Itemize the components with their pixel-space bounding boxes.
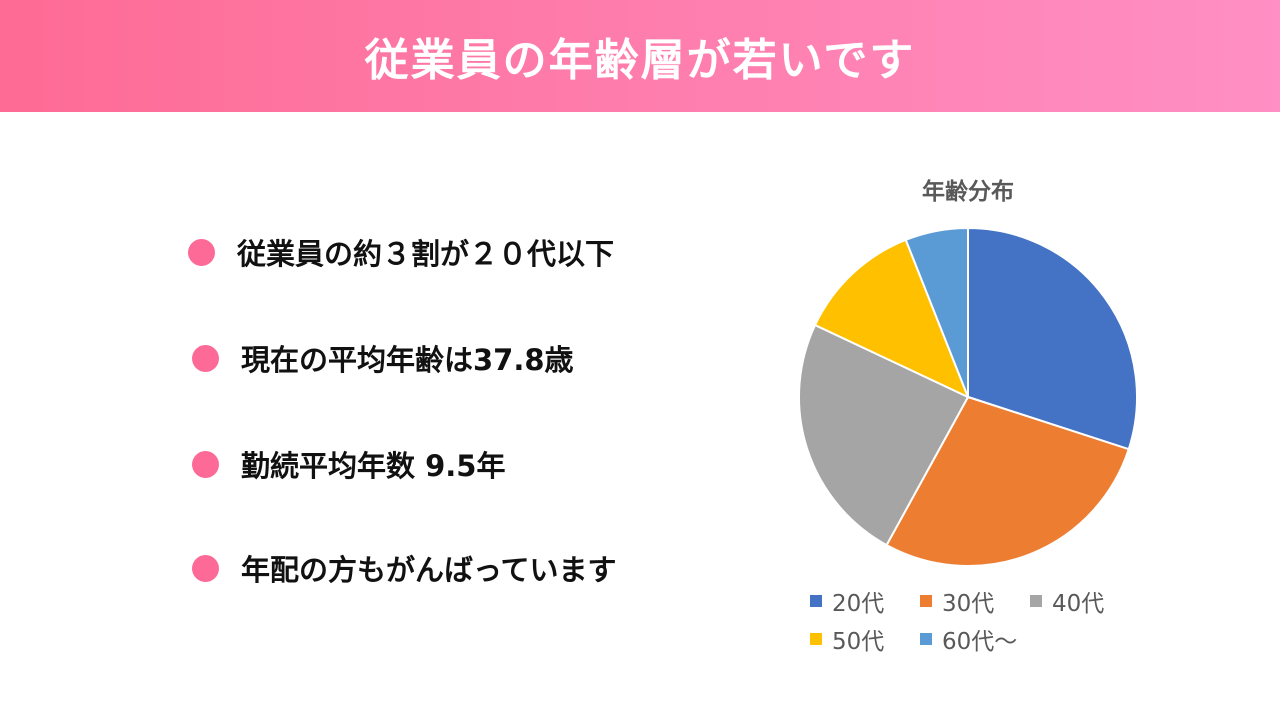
legend-item: 60代〜 (920, 622, 1017, 656)
bullet-dot-icon (192, 450, 219, 478)
legend-swatch (920, 595, 932, 607)
page-title: 従業員の年齢層が若いです (364, 35, 916, 86)
pie-slice-5 (904, 226, 969, 398)
bullet-item: 従業員の約３割が２０代以下 (188, 228, 614, 276)
bullet-item: 勤続平均年数 9.5年 (192, 440, 505, 488)
legend-item: 50代 (810, 622, 884, 656)
legend-item: 30代 (920, 584, 994, 618)
pie-slice-3 (798, 323, 970, 547)
legend-label: 50代 (832, 629, 885, 655)
bullet-dot-icon (192, 554, 219, 582)
pie-slice-4 (813, 238, 970, 399)
legend-label: 60代〜 (942, 629, 1018, 655)
legend-item: 20代 (810, 584, 884, 618)
bullet-text: 年配の方もがんばっています (241, 553, 617, 587)
bullet-dot-icon (188, 238, 215, 266)
legend-swatch (810, 633, 822, 645)
pie-slice-2 (885, 395, 1130, 567)
legend-item: 40代 (1030, 584, 1104, 618)
age-distribution-chart: 年齢分布 20代 30代 40代 50代 60代〜 (780, 160, 1160, 670)
legend-swatch (920, 633, 932, 645)
legend-label: 40代 (1052, 591, 1105, 617)
pie-chart (798, 226, 1138, 567)
bullet-dot-icon (192, 344, 219, 372)
legend-swatch (1030, 595, 1042, 607)
bullet-text: 現在の平均年齢は37.8歳 (241, 343, 574, 377)
legend-swatch (810, 595, 822, 607)
chart-title: 年齢分布 (922, 179, 1014, 205)
bullet-text: 勤続平均年数 9.5年 (241, 449, 506, 483)
bullet-item: 年配の方もがんばっています (192, 544, 617, 592)
pie-slice-1 (967, 226, 1138, 451)
bullet-text: 従業員の約３割が２０代以下 (237, 237, 615, 271)
legend-label: 30代 (942, 591, 995, 617)
legend-label: 20代 (832, 591, 885, 617)
header-banner: 従業員の年齢層が若いです (0, 0, 1280, 112)
bullet-item: 現在の平均年齢は37.8歳 (192, 334, 574, 382)
